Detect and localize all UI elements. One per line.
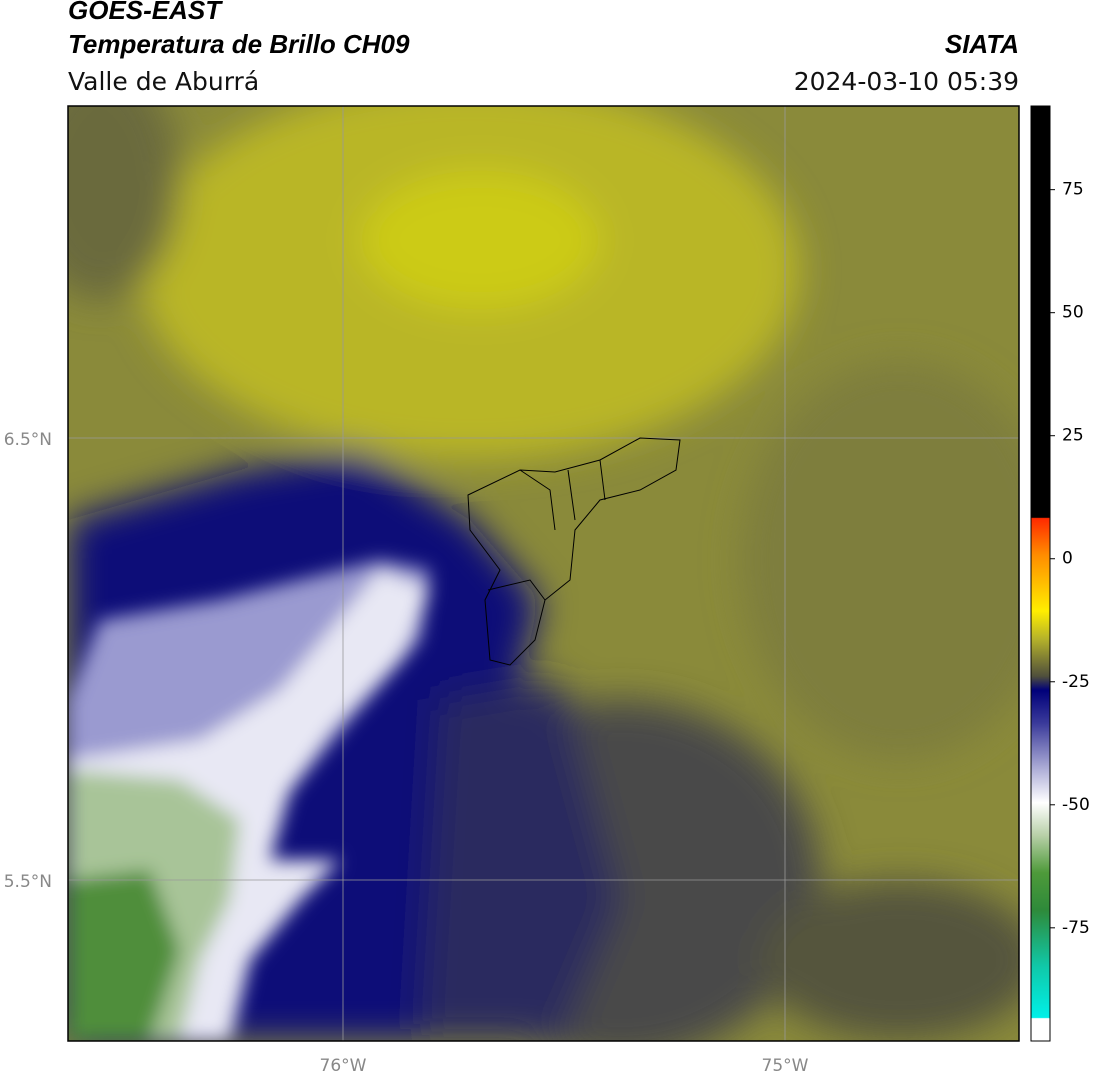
colorbar-tick-label: 75 xyxy=(1062,180,1084,200)
region: Valle de Aburrá xyxy=(68,67,259,96)
colorbar xyxy=(1030,105,1051,1042)
map-frame xyxy=(67,105,1020,1042)
graticule xyxy=(68,106,1019,1041)
lon-label: 76°W xyxy=(320,1056,367,1076)
colorbar-ticks: 75 50 25 0 -25 -50 -75 xyxy=(1050,180,1090,938)
colorbar-tick-label: 25 xyxy=(1062,426,1084,446)
title: GOES-EAST xyxy=(68,0,223,25)
lat-label: 5.5°N xyxy=(4,872,52,892)
colorbar-tick-label: 50 xyxy=(1062,303,1084,323)
source: SIATA xyxy=(945,29,1019,59)
satellite-image xyxy=(68,106,1019,1041)
colorbar-tick-label: -75 xyxy=(1062,918,1090,938)
subtitle: Temperatura de Brillo CH09 xyxy=(68,29,410,59)
datetime: 2024-03-10 05:39 xyxy=(794,67,1019,96)
lon-label: 75°W xyxy=(762,1056,809,1076)
lat-label: 6.5°N xyxy=(4,430,52,450)
colorbar-tick-label: 0 xyxy=(1062,549,1073,569)
colorbar-tick-label: -25 xyxy=(1062,672,1090,692)
municipal-boundaries xyxy=(467,437,681,666)
colorbar-tick-label: -50 xyxy=(1062,795,1090,815)
